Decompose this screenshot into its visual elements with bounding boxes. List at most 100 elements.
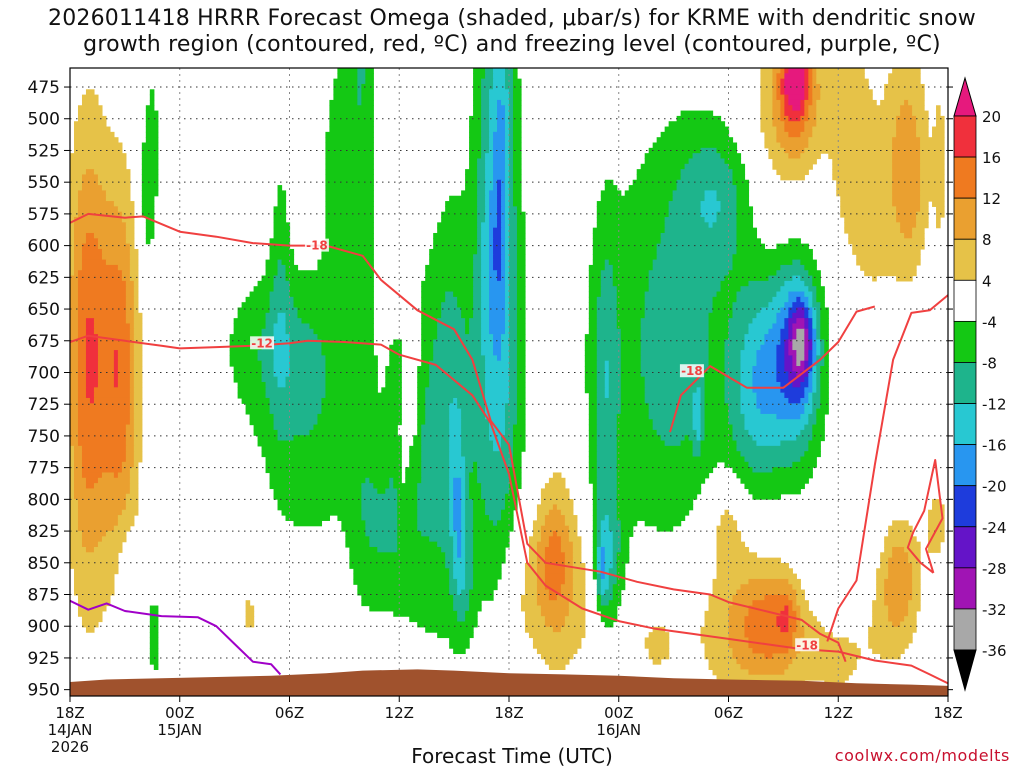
omega-cell: [133, 318, 143, 325]
omega-cell: [592, 227, 666, 234]
omega-cell: [708, 360, 726, 367]
omega-cell: [501, 344, 510, 351]
omega-cell: [285, 515, 331, 521]
omega-cell: [481, 307, 490, 314]
omega-cell: [70, 296, 79, 303]
omega-cell: [692, 451, 702, 458]
omega-cell: [145, 227, 155, 234]
omega-cell: [596, 435, 618, 442]
omega-cell: [77, 355, 87, 362]
omega-cell: [485, 371, 510, 378]
omega-cell: [81, 94, 99, 101]
omega-cell: [70, 546, 87, 553]
omega-cell: [85, 238, 99, 245]
omega-cell: [77, 350, 87, 356]
omega-cell: [70, 270, 75, 277]
omega-cell: [149, 653, 159, 660]
omega-cell: [936, 121, 945, 128]
colorbar-tick-label: -12: [982, 396, 1007, 414]
omega-cell: [592, 238, 662, 245]
omega-cell: [588, 440, 598, 447]
omega-cell: [149, 89, 155, 96]
omega-cell: [129, 270, 139, 277]
omega-cell: [453, 557, 466, 564]
omega-cell: [812, 328, 817, 335]
omega-cell: [680, 169, 734, 176]
omega-cell: [481, 99, 490, 106]
y-tick-label: 725: [28, 395, 60, 415]
omega-cell: [516, 211, 526, 218]
omega-cell: [453, 552, 458, 559]
omega-cell: [77, 307, 127, 314]
omega-cell: [465, 328, 470, 335]
omega-cell: [273, 488, 362, 495]
omega-cell: [596, 578, 602, 585]
omega-cell: [70, 387, 79, 394]
omega-cell: [473, 531, 510, 537]
omega-cell: [600, 546, 606, 553]
omega-cell: [493, 147, 506, 154]
omega-cell: [125, 424, 135, 431]
omega-cell: [469, 115, 482, 122]
omega-cell: [724, 387, 742, 394]
omega-cell: [552, 472, 562, 479]
omega-cell: [612, 546, 622, 553]
omega-cell: [397, 504, 418, 511]
omega-cell: [449, 451, 462, 458]
omega-cell: [812, 323, 817, 330]
omega-cell: [876, 584, 885, 591]
omega-cell: [572, 546, 582, 553]
omega-cell: [489, 328, 506, 335]
omega-cell: [608, 392, 622, 399]
omega-cell: [477, 217, 486, 223]
omega-cell: [516, 312, 526, 319]
omega-cell: [77, 318, 87, 325]
omega-cell: [612, 536, 622, 543]
y-tick-label: 850: [28, 554, 60, 574]
omega-cell: [473, 520, 494, 527]
omega-cell: [77, 201, 115, 207]
omega-cell: [704, 392, 726, 399]
colorbar-tick-label: 16: [982, 149, 1001, 167]
omega-cell: [516, 382, 526, 388]
omega-cell: [512, 94, 522, 101]
omega-cell: [461, 531, 466, 537]
omega-cell: [245, 600, 251, 607]
omega-cell: [784, 318, 789, 325]
omega-cell: [716, 557, 781, 564]
omega-cell: [772, 110, 781, 117]
omega-cell: [497, 355, 502, 362]
omega-cell: [932, 504, 945, 511]
x-tick-date: 16JAN: [596, 721, 641, 739]
omega-cell: [489, 206, 498, 213]
omega-cell: [501, 227, 506, 234]
omega-cell: [604, 552, 614, 559]
omega-cell: [77, 610, 103, 617]
omega-cell: [485, 211, 490, 218]
omega-cell: [505, 121, 510, 128]
omega-cell: [704, 408, 730, 415]
omega-cell: [73, 254, 83, 261]
omega-cell: [449, 531, 458, 537]
omega-cell: [892, 68, 921, 74]
omega-cell: [748, 328, 769, 335]
omega-cell: [772, 73, 777, 80]
omega-cell: [792, 344, 805, 351]
omega-cell: [800, 105, 805, 112]
omega-cell: [77, 525, 115, 532]
omega-cell: [524, 621, 546, 628]
omega-cell: [808, 371, 813, 378]
omega-cell: [325, 211, 374, 218]
omega-cell: [273, 232, 291, 239]
omega-cell: [812, 307, 817, 314]
omega-cell: [489, 286, 506, 293]
omega-cell: [121, 270, 131, 277]
omega-cell: [788, 318, 797, 325]
omega-cell: [453, 546, 458, 553]
omega-cell: [516, 206, 522, 213]
omega-cell: [77, 328, 87, 335]
omega-cell: [700, 445, 738, 452]
omega-cell: [724, 392, 742, 399]
omega-cell: [808, 73, 813, 80]
omega-cell: [732, 302, 770, 309]
